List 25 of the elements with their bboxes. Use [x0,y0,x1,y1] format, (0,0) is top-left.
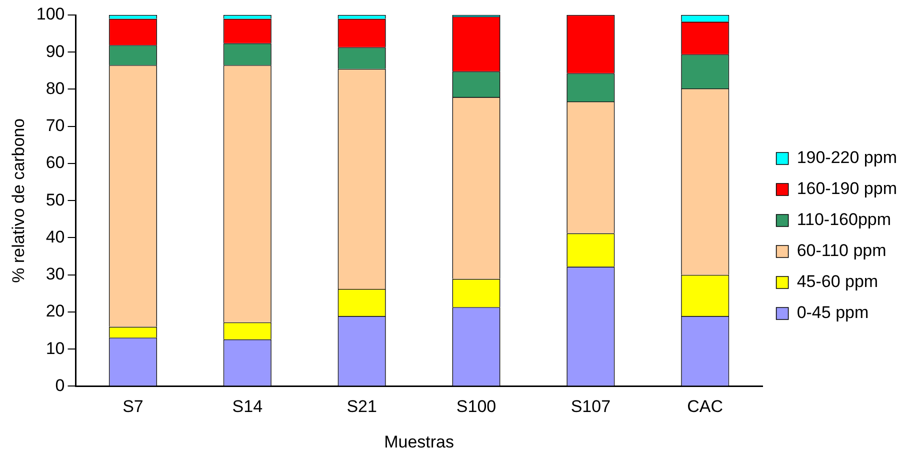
legend-label: 110-160ppm [796,210,892,230]
y-tick-label: 0 [55,376,65,395]
x-tick-label: S14 [232,397,263,416]
legend-label: 0-45 ppm [796,303,869,322]
y-tick-label: 50 [46,190,65,210]
x-axis-title: Muestras [384,432,454,452]
y-tick-label: 80 [46,78,65,98]
y-tick-label: 90 [46,42,65,61]
y-tick-label: 20 [46,302,65,321]
y-tick-label: 70 [46,116,65,136]
x-tick-label: S100 [456,397,496,416]
y-axis-title: % relativo de carbono [8,118,28,283]
legend-label: 60-110 ppm [796,241,886,260]
y-tick-label: 60 [46,153,65,172]
x-tick-label: S107 [570,397,611,416]
y-tick-label: 100 [36,4,65,24]
y-tick-label: 30 [46,264,65,284]
legend-label: 160-190 ppm [796,179,898,198]
y-tick-label: 40 [46,227,65,246]
legend-label: 45-60 ppm [796,272,878,292]
y-tick-label: 10 [46,338,65,358]
x-tick-label: CAC [687,397,724,416]
x-tick-label: S7 [122,397,144,416]
legend-label: 190-220 ppm [796,148,898,168]
x-tick-label: S21 [346,397,377,416]
